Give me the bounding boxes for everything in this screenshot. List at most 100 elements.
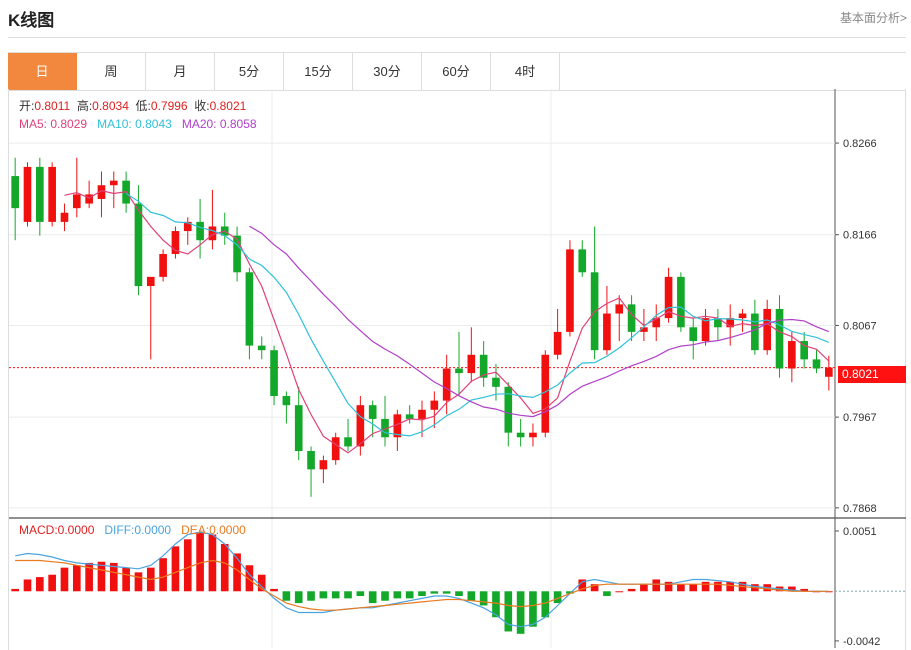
candle-body: [97, 185, 106, 199]
macd-bar: [60, 567, 69, 592]
candle-body: [627, 304, 636, 332]
fundamental-analysis-link[interactable]: 基本面分析>: [839, 11, 907, 25]
macd-bar: [467, 591, 476, 601]
candles: [11, 157, 833, 497]
close-label: 收:: [194, 99, 210, 113]
candle-body: [393, 414, 402, 438]
candle-body: [442, 368, 451, 401]
macd-bar: [270, 588, 278, 592]
ma5-value: 0.8029: [50, 117, 88, 131]
ohlc-readout: 开:0.8011 高:0.8034 低:0.7996 收:0.8021: [19, 98, 246, 114]
candle-body: [726, 318, 735, 328]
high-label: 高:: [76, 99, 93, 113]
low-value: 0.7996: [150, 99, 188, 113]
candle-body: [85, 194, 93, 204]
open-label: 开:: [19, 99, 35, 113]
macd-bar: [208, 534, 217, 592]
candle-body: [640, 327, 648, 332]
candle-body: [183, 221, 192, 232]
macd-bar: [282, 591, 291, 601]
candle-body: [430, 400, 439, 410]
moving-average-lines: [64, 190, 830, 454]
tab-15min[interactable]: 15分: [284, 53, 353, 90]
macd-bar: [381, 591, 389, 601]
macd-bar: [122, 567, 130, 592]
macd-bar: [442, 591, 451, 594]
candle-body: [738, 313, 747, 319]
macd-bar: [566, 591, 574, 594]
candle-body: [751, 313, 759, 351]
tab-30min[interactable]: 30分: [353, 53, 422, 90]
macd-tick-label: 0.0051: [843, 526, 877, 538]
candle-body: [455, 368, 463, 374]
macd-bar: [541, 591, 550, 618]
ma20-line: [249, 225, 830, 418]
candle-body: [467, 354, 476, 374]
diff-line: [15, 531, 829, 628]
macd-bar: [603, 591, 611, 596]
macd-bar: [455, 591, 463, 596]
candle-body: [405, 414, 414, 419]
candle-body: [689, 327, 698, 342]
candle-body: [159, 253, 167, 277]
macd-bar: [196, 532, 204, 592]
macd-bar: [492, 591, 500, 618]
macd-bar: [553, 591, 562, 604]
candle-body: [701, 318, 710, 342]
macd-bar: [331, 591, 340, 599]
candle-body: [344, 437, 352, 447]
candle-body: [763, 308, 772, 351]
candle-body: [541, 354, 550, 433]
candle-body: [331, 437, 340, 461]
tab-5min[interactable]: 5分: [215, 53, 284, 90]
close-value: 0.8021: [209, 99, 247, 113]
macd-axis: 0.0051 -0.0042: [835, 526, 880, 648]
candle-body: [479, 354, 488, 378]
macd-bar: [35, 577, 44, 592]
tab-day[interactable]: 日: [8, 53, 77, 90]
macd-bar: [405, 591, 414, 599]
macd-bar: [72, 565, 81, 592]
macd-bar: [714, 581, 722, 592]
price-tick-label: 0.7967: [843, 412, 877, 424]
candle-body: [35, 166, 44, 222]
tab-month[interactable]: 月: [146, 53, 215, 90]
price-tick-label: 0.8266: [843, 138, 877, 150]
candle-body: [245, 272, 254, 346]
candle-body: [529, 432, 537, 438]
candle-body: [11, 176, 19, 209]
candle-body: [23, 166, 32, 222]
candle-body: [492, 377, 500, 387]
candle-body: [504, 386, 513, 433]
diff-label: DIFF:: [104, 523, 135, 537]
macd-bar: [664, 581, 673, 592]
macd-bar: [640, 584, 648, 592]
low-label: 低:: [135, 99, 151, 113]
candle-body: [615, 304, 624, 314]
ma10-line: [125, 192, 830, 437]
macd-bar: [23, 579, 32, 592]
tab-week[interactable]: 周: [77, 53, 146, 90]
candle-body: [48, 166, 56, 222]
macd-bar: [368, 591, 377, 604]
tab-4hour[interactable]: 4时: [491, 53, 560, 90]
macd-bar: [171, 546, 180, 592]
macd-bar: [418, 591, 426, 596]
macd-bar: [97, 561, 106, 592]
candle-body: [788, 341, 796, 369]
diff-value: 0.0000: [134, 523, 172, 537]
macd-bar: [109, 562, 118, 592]
tab-60min[interactable]: 60分: [422, 53, 491, 90]
macd-bar: [183, 539, 192, 592]
dea-label: DEA:: [181, 523, 210, 537]
candle-body: [146, 276, 155, 287]
price-tick-label: 0.8166: [843, 230, 877, 242]
dea-value: 0.0000: [209, 523, 246, 537]
candle-body: [171, 231, 180, 254]
ma5-line: [64, 190, 830, 454]
macd-tick-label: -0.0042: [843, 636, 880, 648]
open-value: 0.8011: [34, 99, 71, 113]
candle-body: [282, 396, 291, 406]
candle-body: [134, 203, 143, 287]
